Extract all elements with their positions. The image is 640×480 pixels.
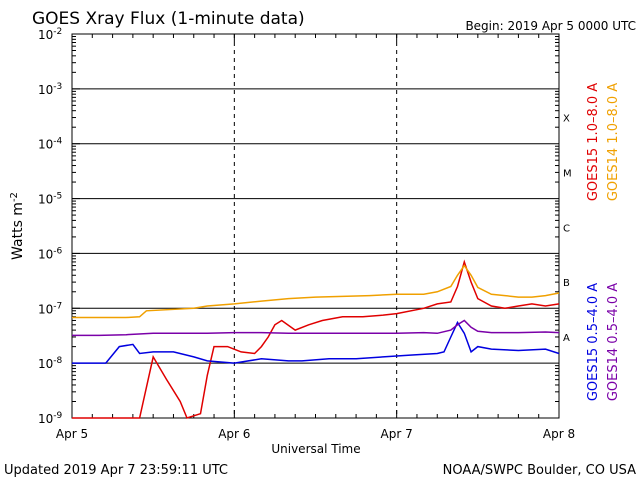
y-tick-label: 10-8: [38, 356, 63, 371]
legend: GOES15 1.0–8.0 A GOES14 1.0–8.0 A GOES15 0…: [586, 83, 621, 401]
x-tick-label: Apr 7: [381, 427, 413, 441]
y-tick-label: 10-3: [38, 82, 62, 97]
series-line: [72, 259, 560, 419]
flare-class-label: C: [563, 223, 570, 234]
series-line: [72, 264, 560, 319]
y-tick-label: 10-6: [38, 246, 63, 261]
x-axis-label: Universal Time: [271, 442, 360, 456]
legend-entry: GOES15 0.5–4.0 A: [586, 283, 601, 401]
legend-entry: GOES14 1.0–8.0 A: [606, 83, 621, 201]
legend-entry: GOES15 1.0–8.0 A: [586, 83, 601, 201]
legend-entry: GOES14 0.5–4.0 A: [606, 283, 621, 401]
y-axis: 10-9 10-8 10-7 10-6 10-5 10-4 10-3 10-2: [38, 27, 559, 426]
flare-class-label: A: [563, 333, 570, 344]
y-tick-label: 10-4: [38, 137, 63, 152]
series-lines: [72, 259, 560, 419]
x-axis: Apr 5 Apr 6 Apr 7 Apr 8: [56, 34, 575, 441]
flare-class-label: X: [563, 114, 570, 125]
y-axis-label: Watts m-2: [9, 192, 26, 260]
x-tick-label: Apr 8: [543, 427, 575, 441]
series-line: [72, 319, 560, 337]
x-tick-label: Apr 6: [218, 427, 250, 441]
y-tick-label: 10-5: [38, 192, 62, 207]
begin-label: Begin: 2019 Apr 5 0000 UTC: [465, 19, 636, 33]
chart-title: GOES Xray Flux (1-minute data): [32, 9, 305, 29]
flare-class-labels: A B C M X: [563, 114, 572, 344]
flare-class-label: M: [563, 168, 572, 179]
updated-label: Updated 2019 Apr 7 23:59:11 UTC: [4, 463, 228, 478]
grid-lines: [72, 34, 559, 418]
y-tick-label: 10-7: [38, 301, 62, 316]
x-tick-label: Apr 5: [56, 427, 88, 441]
y-tick-label: 10-9: [38, 411, 63, 426]
y-tick-label: 10-2: [38, 27, 62, 42]
flare-class-label: B: [563, 278, 570, 289]
series-line: [72, 320, 560, 364]
credit-label: NOAA/SWPC Boulder, CO USA: [443, 463, 636, 478]
